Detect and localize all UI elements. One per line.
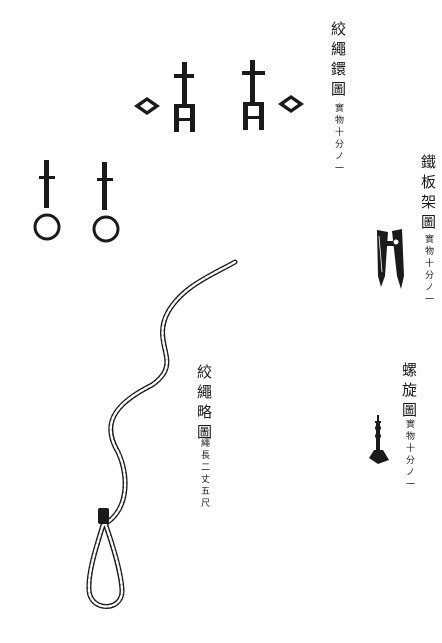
iron-plate-frame [377, 229, 404, 289]
ring-fitting-bolt-left [174, 62, 195, 132]
ring-fitting-diamond-left [134, 97, 160, 115]
ring-pin-left [33, 160, 61, 241]
ring-fitting-bolt-right [242, 60, 265, 130]
screw [369, 415, 389, 464]
caption-rope-rings-scale: 實物十分ノ一 [333, 103, 343, 175]
caption-rope-rings-title: 絞繩鐶圖 [329, 21, 347, 101]
rope-drawing [86, 259, 238, 609]
caption-screw-title: 螺旋圖 [400, 362, 418, 422]
caption-rope-length: 繩長二丈五尺 [199, 438, 209, 510]
caption-rope-title: 絞繩略圖 [195, 364, 213, 444]
caption-iron-plate-frame-scale: 實物十分ノ一 [423, 234, 433, 306]
caption-iron-plate-frame-title: 鐵板架圖 [419, 154, 437, 234]
ring-fitting-diamond-right [278, 95, 304, 113]
caption-screw-scale: 實物十分ノ一 [404, 419, 414, 491]
ring-pin-right [92, 162, 120, 243]
